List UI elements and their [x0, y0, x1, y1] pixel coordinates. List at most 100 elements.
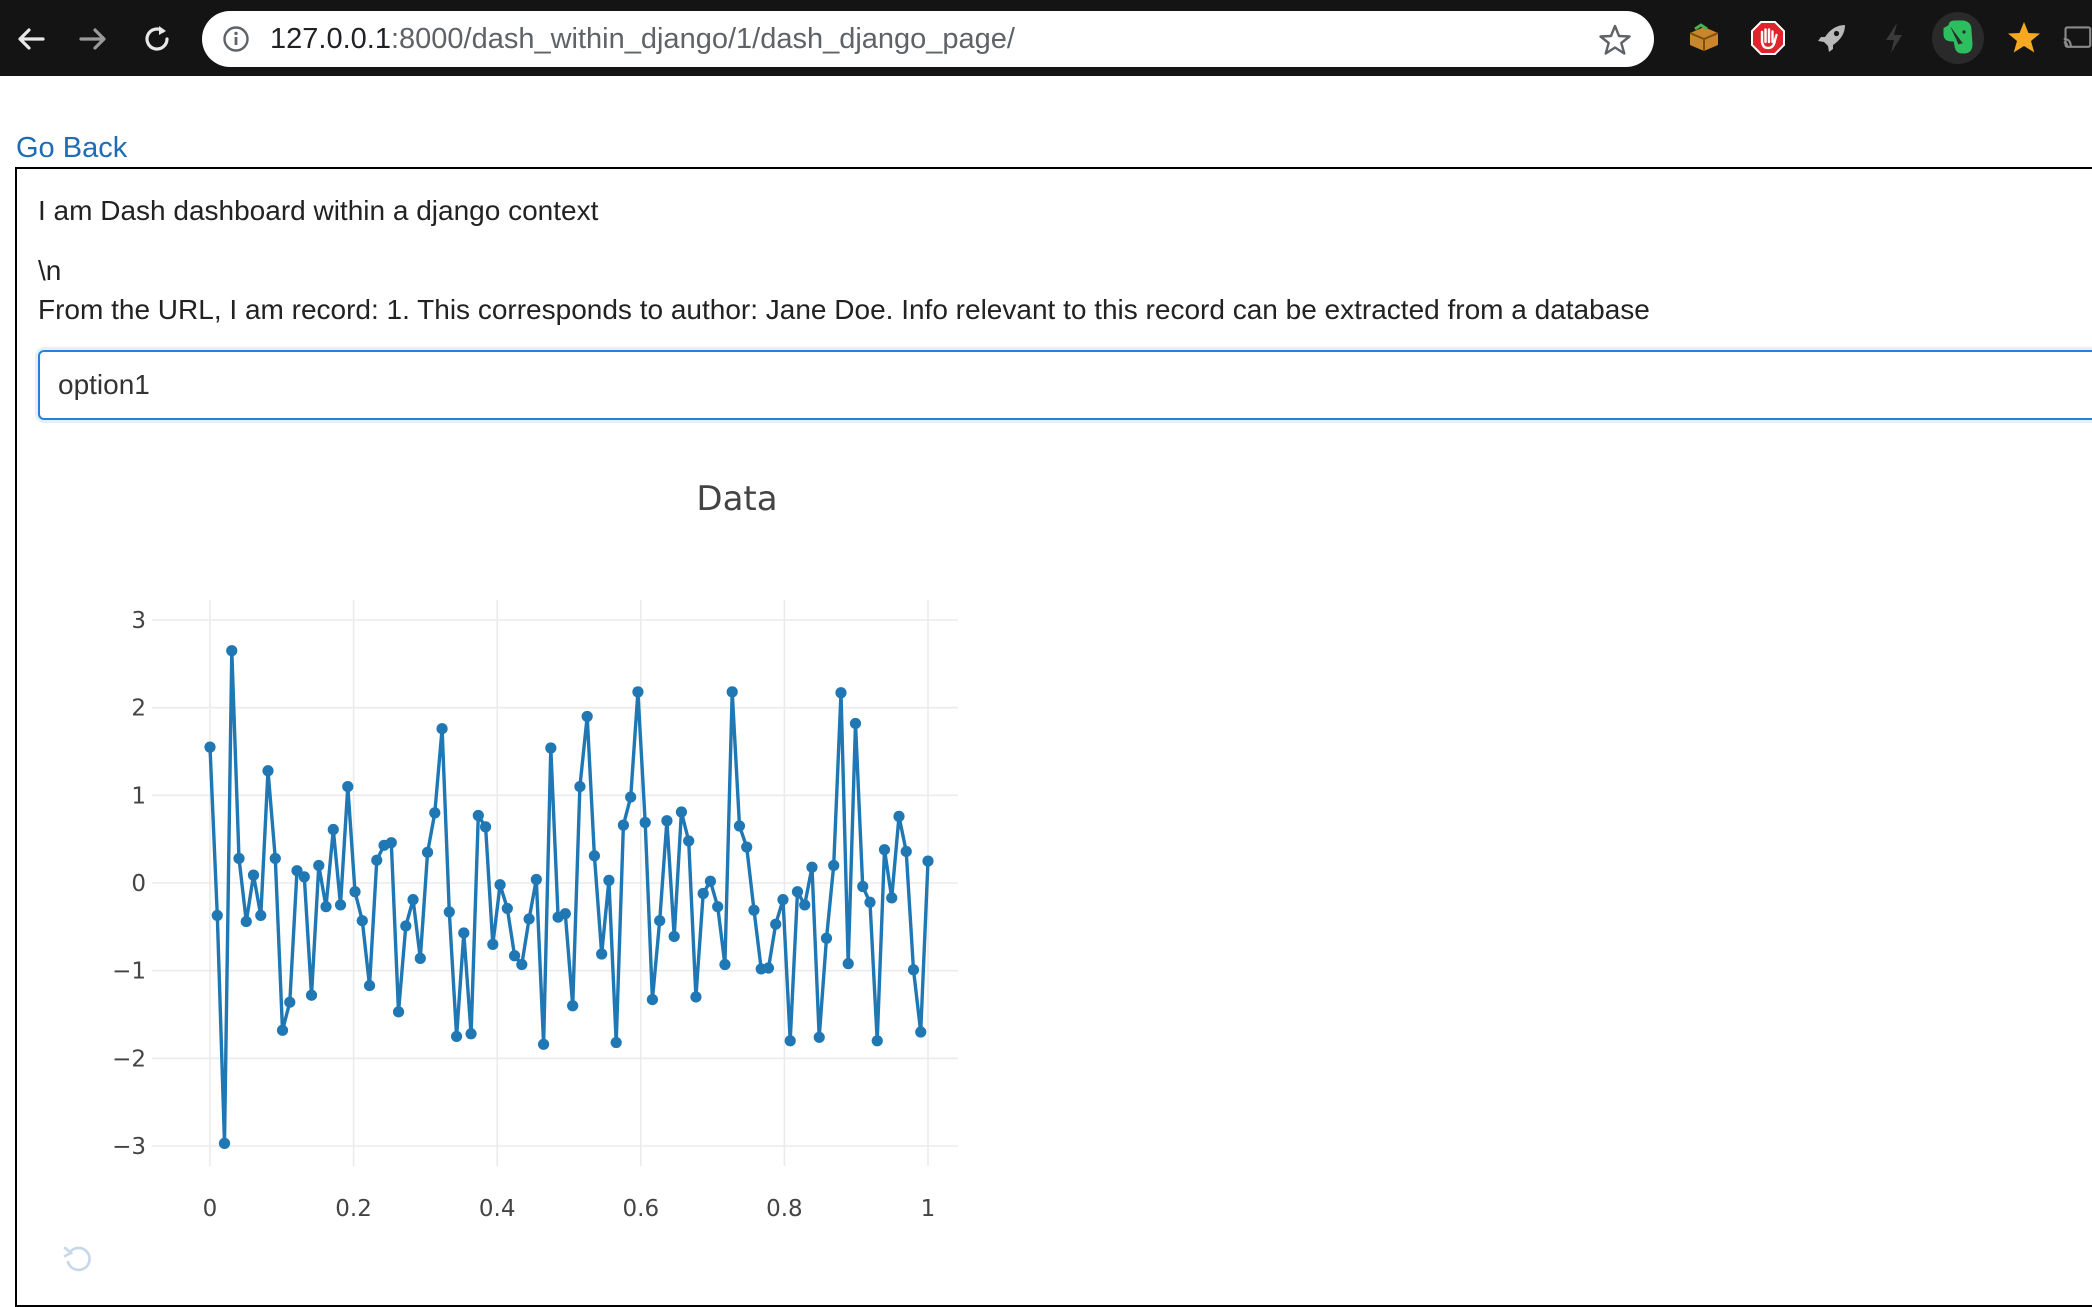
data-point[interactable] — [864, 896, 876, 908]
data-point[interactable] — [828, 859, 840, 872]
bookmark-star-icon[interactable] — [1598, 23, 1632, 57]
data-point[interactable] — [226, 645, 238, 657]
data-point[interactable] — [262, 765, 274, 777]
back-arrow-icon[interactable] — [6, 14, 56, 64]
info-icon[interactable] — [222, 25, 250, 53]
data-point[interactable] — [617, 819, 630, 831]
data-point[interactable] — [835, 687, 847, 699]
evernote-elephant-icon[interactable] — [1932, 12, 1984, 64]
data-point[interactable] — [704, 875, 717, 887]
undo-reload-icon[interactable] — [62, 1242, 96, 1276]
data-point[interactable] — [443, 906, 455, 918]
data-point[interactable] — [574, 780, 586, 793]
data-point[interactable] — [465, 1028, 477, 1040]
data-point[interactable] — [646, 993, 659, 1006]
data-point[interactable] — [320, 901, 332, 913]
data-point[interactable] — [857, 880, 869, 893]
data-point[interactable] — [567, 1000, 579, 1012]
data-point[interactable] — [313, 859, 325, 872]
data-point[interactable] — [625, 791, 637, 803]
data-point[interactable] — [400, 920, 412, 932]
data-point[interactable] — [675, 806, 688, 818]
data-point[interactable] — [697, 887, 709, 900]
address-url[interactable]: 127.0.0.1:8000/dash_within_django/1/dash… — [270, 23, 1015, 55]
data-point[interactable] — [813, 1031, 825, 1043]
data-point[interactable] — [305, 989, 318, 1001]
data-point[interactable] — [661, 815, 673, 827]
data-point[interactable] — [893, 810, 905, 822]
data-point[interactable] — [429, 807, 441, 819]
data-point[interactable] — [204, 741, 216, 753]
data-point[interactable] — [284, 996, 296, 1008]
data-point[interactable] — [683, 835, 695, 847]
data-point[interactable] — [436, 723, 448, 735]
data-point[interactable] — [233, 852, 245, 865]
data-point[interactable] — [472, 809, 484, 822]
data-point[interactable] — [479, 821, 492, 833]
data-point[interactable] — [334, 899, 347, 911]
data-point[interactable] — [581, 710, 593, 723]
data-point[interactable] — [878, 844, 891, 856]
data-point[interactable] — [559, 908, 571, 920]
data-point[interactable] — [516, 958, 528, 971]
data-point[interactable] — [342, 780, 354, 793]
data-point[interactable] — [494, 879, 506, 891]
data-point[interactable] — [632, 686, 644, 698]
cast-icon[interactable] — [2062, 18, 2092, 58]
data-point[interactable] — [298, 871, 310, 883]
data-point[interactable] — [530, 873, 542, 886]
data-point[interactable] — [741, 841, 753, 853]
data-point[interactable] — [218, 1137, 231, 1149]
data-point[interactable] — [900, 845, 912, 858]
data-point[interactable] — [327, 823, 339, 836]
data-point[interactable] — [733, 820, 746, 832]
data-point[interactable] — [371, 854, 383, 866]
data-point[interactable] — [356, 915, 368, 927]
data-point[interactable] — [523, 913, 535, 925]
extension-box-icon[interactable] — [1684, 18, 1724, 58]
data-point[interactable] — [690, 991, 702, 1003]
go-back-link[interactable]: Go Back — [16, 132, 128, 164]
data-point[interactable] — [784, 1035, 796, 1047]
data-point[interactable] — [458, 927, 470, 939]
data-point[interactable] — [450, 1030, 463, 1043]
data-point[interactable] — [842, 958, 854, 970]
data-point[interactable] — [820, 932, 833, 944]
option-input[interactable] — [38, 350, 2092, 420]
data-point[interactable] — [211, 909, 223, 922]
data-point[interactable] — [639, 816, 651, 829]
data-point[interactable] — [610, 1036, 622, 1049]
data-point[interactable] — [588, 850, 601, 862]
line-chart[interactable]: 3 2 1 0 −1 −2 −3 0 0.2 0.4 0.6 0.8 1 Data — [16, 440, 1376, 1240]
extension-rocket-icon[interactable] — [1812, 18, 1852, 58]
reload-icon[interactable] — [132, 14, 182, 64]
extension-star-icon[interactable] — [2004, 18, 2044, 58]
data-point[interactable] — [596, 948, 608, 960]
data-point[interactable] — [363, 979, 376, 992]
data-point[interactable] — [385, 837, 397, 849]
data-point[interactable] — [922, 855, 934, 867]
extension-stop-hand-icon[interactable] — [1748, 18, 1788, 58]
data-point[interactable] — [421, 846, 434, 858]
extension-bolt-icon[interactable] — [1874, 18, 1914, 58]
data-point[interactable] — [349, 886, 361, 898]
address-bar[interactable]: 127.0.0.1:8000/dash_within_django/1/dash… — [202, 11, 1654, 67]
data-point[interactable] — [770, 918, 782, 930]
data-point[interactable] — [907, 964, 920, 976]
data-point[interactable] — [871, 1035, 883, 1047]
data-point[interactable] — [392, 1006, 405, 1018]
data-point[interactable] — [791, 886, 804, 898]
data-point[interactable] — [508, 950, 521, 962]
data-point[interactable] — [407, 894, 419, 906]
data-point[interactable] — [545, 742, 557, 754]
data-point[interactable] — [255, 909, 267, 922]
data-point[interactable] — [799, 899, 811, 911]
data-point[interactable] — [537, 1038, 550, 1050]
data-point[interactable] — [777, 894, 789, 906]
data-point[interactable] — [487, 938, 499, 950]
data-point[interactable] — [654, 915, 666, 927]
data-point[interactable] — [915, 1026, 927, 1038]
forward-arrow-icon[interactable] — [68, 14, 118, 64]
data-point[interactable] — [269, 852, 281, 865]
data-point[interactable] — [712, 901, 724, 913]
